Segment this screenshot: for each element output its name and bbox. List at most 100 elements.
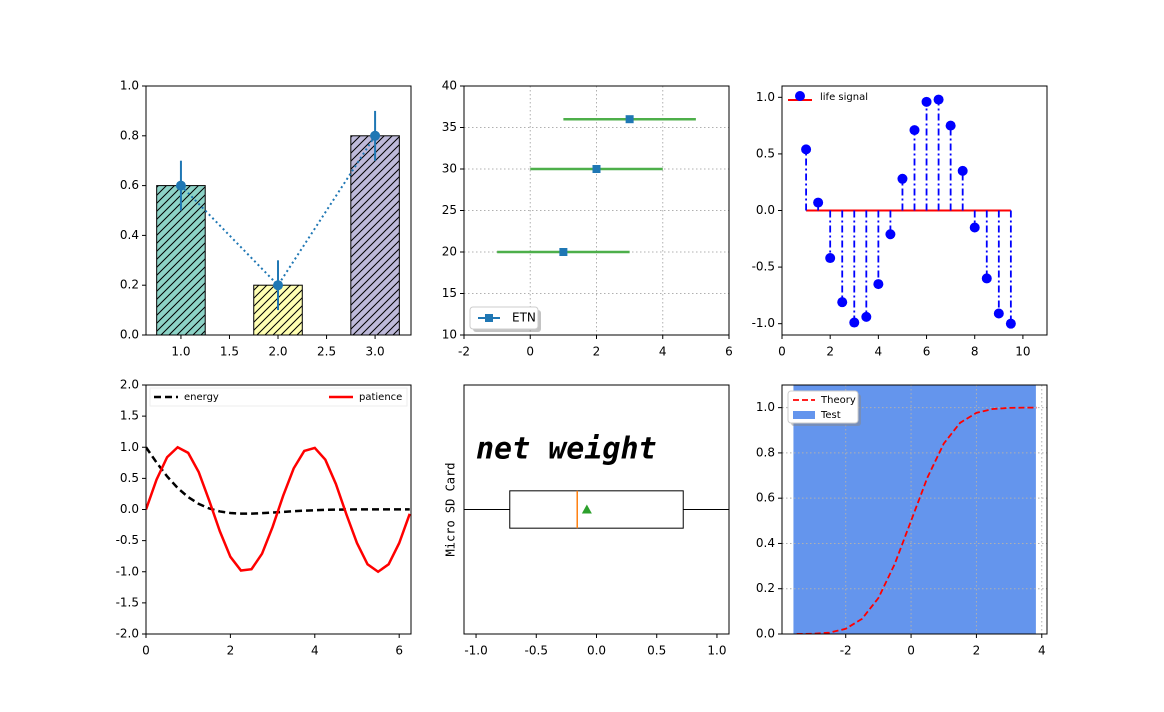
y-tick-label: 1.0 [756,400,775,414]
y-tick-label: 0.0 [120,328,139,342]
point [273,280,284,291]
x-tick-label: 1.5 [220,345,239,359]
x-tick-label: 2.5 [317,345,336,359]
y-tick-label: 1.0 [120,440,139,454]
x-tick-label: 4 [875,345,883,359]
x-tick-label: 2 [973,644,981,658]
y-tick-label: -0.5 [116,533,139,547]
y-tick-label: 20 [442,245,457,259]
y-tick-label: 0.0 [756,627,775,641]
bar [350,135,400,335]
x-tick-label: 6 [923,345,931,359]
mean-marker [581,504,592,514]
y-tick-label: -2.0 [116,627,139,641]
axes-frame [781,85,1048,336]
y-tick-label: 0.2 [120,278,139,292]
y-tick-label: -1.0 [752,316,775,330]
stem-marker [933,94,944,105]
axes-frame [463,384,730,635]
x-tick-label: 0 [907,644,915,658]
stem-marker [825,253,836,264]
y-tick-label: 0.5 [756,146,775,160]
stem-marker [957,165,968,176]
stem-marker [873,279,884,290]
y-tick-label: 15 [442,286,457,300]
legend-label: energy [184,392,219,403]
y-tick-label: -0.5 [752,260,775,274]
y-tick-label: 0.4 [120,228,139,242]
x-tick-label: 10 [1015,345,1030,359]
x-tick-label: 0 [142,644,150,658]
axes-frame [463,85,730,336]
y-tick-label: 10 [442,328,457,342]
stem-marker [897,173,908,184]
stem-marker [981,273,992,284]
y-tick-label: 0.2 [756,581,775,595]
x-tick-label: 6 [725,345,733,359]
plot-area [156,110,400,335]
x-tick-label: 8 [971,345,979,359]
legend-label: patience [359,392,402,403]
point [175,180,186,191]
y-tick-label: 1.5 [120,409,139,423]
line [146,446,410,515]
x-tick-label: 0 [526,345,534,359]
y-tick-label: 25 [442,203,457,217]
x-tick-label: 4 [659,345,667,359]
stem-marker [909,125,920,136]
axes-frame [145,85,412,336]
y-axis-label: Micro SD Card [444,463,458,557]
plot-area [146,445,411,574]
x-tick-label: 2.0 [268,345,287,359]
y-tick-label: 0.6 [756,491,775,505]
x-tick-label: 4 [1038,644,1046,658]
point [592,165,601,173]
x-tick-label: 6 [395,644,403,658]
y-tick-label: 2.0 [120,378,139,392]
x-tick-label: 2 [826,345,834,359]
y-tick-label: 0.8 [756,445,775,459]
y-tick-label: -1.0 [116,564,139,578]
stem-marker [849,317,860,328]
legend-frame [469,306,539,330]
x-tick-label: 2 [227,644,235,658]
x-tick-label: 1.0 [171,345,190,359]
y-tick-label: 0.0 [756,203,775,217]
stem-marker [969,222,980,233]
stem-marker [1005,318,1016,329]
point [625,115,634,124]
x-tick-label: 2 [593,345,601,359]
y-tick-label: 0.6 [120,178,139,192]
y-tick-label: -1.5 [116,595,139,609]
box [509,490,684,529]
stem-marker [921,96,932,107]
x-tick-label: -1.0 [464,644,487,658]
y-tick-label: 0.8 [120,128,139,142]
x-tick-label: 1.0 [707,644,726,658]
plot-area [464,490,729,529]
axes-frame [145,384,412,635]
legend-patch [793,411,815,419]
legend-marker [485,314,493,322]
y-tick-label: 30 [442,162,457,176]
line [796,406,1037,634]
legend-label: ETN [512,311,536,325]
x-tick-label: -0.5 [525,644,548,658]
plot-area [801,94,1016,329]
x-tick-label: 3.0 [366,345,385,359]
axes-frame [781,384,1048,635]
x-tick-label: -2 [840,644,852,658]
stem-marker [885,229,896,240]
plot-area [782,385,1047,634]
y-tick-label: 35 [442,120,457,134]
y-tick-label: 40 [442,79,457,93]
line [146,445,411,574]
x-tick-label: 0.5 [647,644,666,658]
legend-label: Theory [820,395,856,406]
x-tick-label: 0.0 [587,644,606,658]
y-tick-label: 1.0 [120,79,139,93]
y-tick-label: 0.0 [120,502,139,516]
legend-label: life signal [820,92,868,103]
stem-marker [801,144,812,155]
